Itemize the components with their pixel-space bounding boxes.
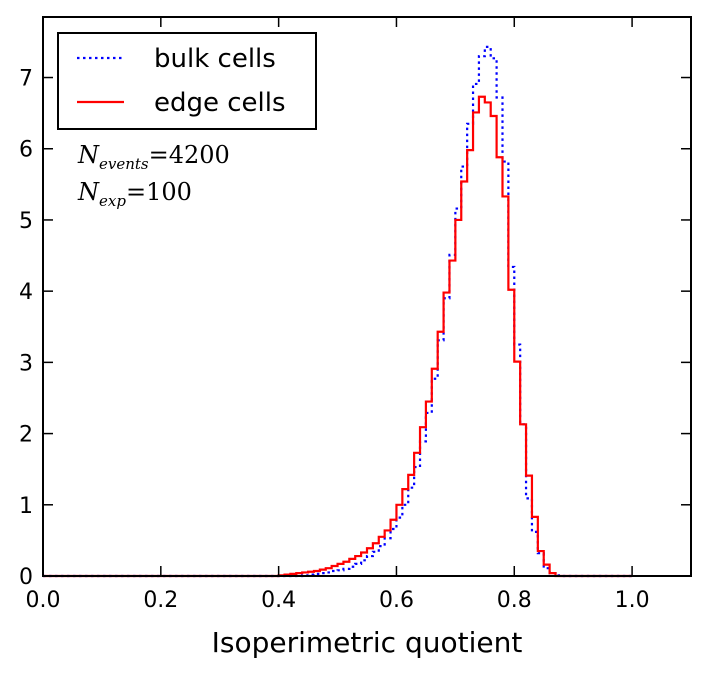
plot-frame xyxy=(42,16,692,577)
legend-label-edge-cells: edge cells xyxy=(154,88,286,118)
x-tick-label-0.2: 0.2 xyxy=(143,588,178,613)
legend-label-bulk-cells: bulk cells xyxy=(154,44,276,74)
tick-labels: 0.0 0.2 0.4 0.6 0.8 1.0 0 1 2 3 4 5 6 7 xyxy=(19,67,650,613)
annotation-n-exp-sub: exp xyxy=(99,192,126,210)
y-tick-label-5: 5 xyxy=(19,209,33,234)
y-tick-label-7: 7 xyxy=(19,67,33,92)
y-tick-label-2: 2 xyxy=(19,423,33,448)
annotation-n-events-var: N xyxy=(77,141,100,169)
annotation-n-events-value: 4200 xyxy=(169,141,230,169)
annotation-n-exp-value: 100 xyxy=(146,178,192,206)
annotation-n-exp-var: N xyxy=(77,178,100,206)
annotation-n-exp-eq: = xyxy=(126,178,146,206)
y-tick-label-1: 1 xyxy=(19,494,33,519)
x-tick-label-0.8: 0.8 xyxy=(497,588,532,613)
x-tick-label-0.6: 0.6 xyxy=(379,588,414,613)
x-tick-label-1.0: 1.0 xyxy=(615,588,650,613)
legend: bulk cells edge cells xyxy=(57,32,317,130)
y-tick-label-0: 0 xyxy=(19,565,33,590)
annotation-n-events: Nevents=4200 xyxy=(77,141,230,173)
annotation-n-events-eq: = xyxy=(149,141,169,169)
x-tick-label-0.4: 0.4 xyxy=(261,588,296,613)
legend-box xyxy=(57,32,317,130)
x-tick-label-0.0: 0.0 xyxy=(26,588,61,613)
annotation-n-exp: Nexp=100 xyxy=(77,178,192,210)
annotation-n-events-sub: events xyxy=(99,155,149,173)
x-axis-title: Isoperimetric quotient xyxy=(212,626,523,659)
y-tick-label-6: 6 xyxy=(19,138,33,163)
ticks-layer xyxy=(42,17,691,577)
y-tick-label-4: 4 xyxy=(19,280,33,305)
y-tick-label-3: 3 xyxy=(19,351,33,376)
